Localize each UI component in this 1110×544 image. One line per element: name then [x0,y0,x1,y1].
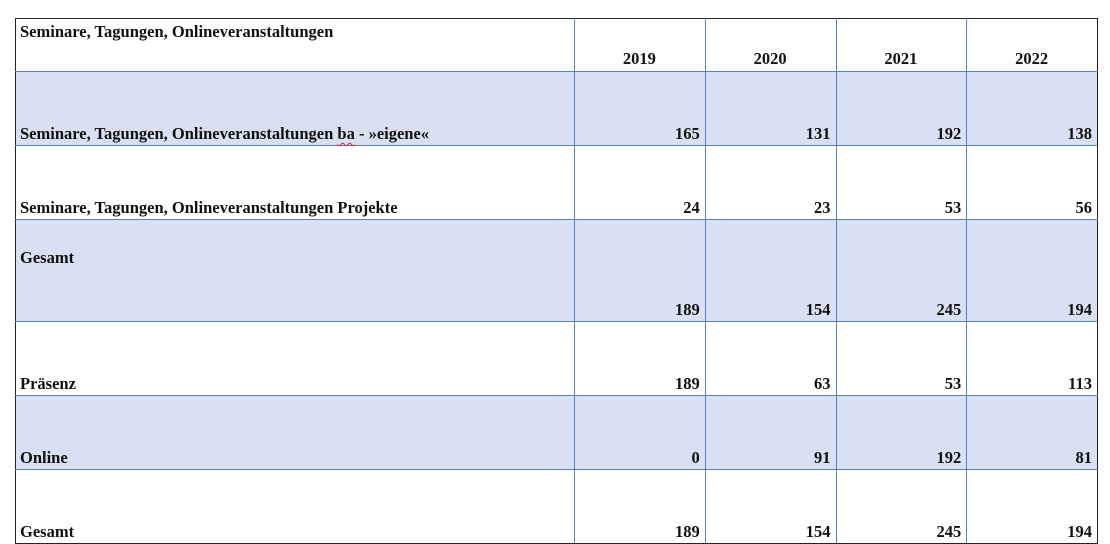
column-header-2022: 2022 [966,18,1098,72]
table-cell: 91 [704,395,837,470]
column-header-2019: 2019 [574,18,706,72]
column-header-2021: 2021 [835,18,968,72]
spellcheck-flagged-word: ba [337,124,355,143]
row-label: Präsenz [15,321,575,396]
table-cell: 245 [835,469,968,544]
table-cell: 53 [835,145,968,220]
table-row: Seminare, Tagungen, Onlineveranstaltunge… [15,71,1098,146]
table-cell: 189 [574,219,706,322]
table-cell: 154 [704,469,837,544]
row-label: Online [15,395,575,470]
table-cell: 138 [966,71,1098,146]
table-row: Online 0 91 192 81 [15,395,1098,470]
table-row: Seminare, Tagungen, Onlineveranstaltunge… [15,145,1098,220]
row-label-part: - »eigene« [354,124,430,143]
table-row: Gesamt 189 154 245 194 [15,219,1098,322]
table-cell: 24 [574,145,706,220]
row-label: Seminare, Tagungen, Onlineveranstaltunge… [15,145,575,220]
column-header-2020: 2020 [704,18,837,72]
table-cell: 131 [704,71,837,146]
statistics-table: Seminare, Tagungen, Onlineveranstaltunge… [15,18,1098,544]
table-cell: 194 [966,469,1098,544]
table-cell: 23 [704,145,837,220]
table-row: Präsenz 189 63 53 113 [15,321,1098,396]
table-cell: 0 [574,395,706,470]
row-label-part: Seminare, Tagungen, Onlineveranstaltunge… [20,124,338,143]
document-page: Seminare, Tagungen, Onlineveranstaltunge… [15,18,1098,544]
table-cell: 189 [574,321,706,396]
table-cell: 192 [835,71,968,146]
row-label: Gesamt [15,219,575,322]
table-row: Gesamt 189 154 245 194 [15,469,1098,544]
table-title: Seminare, Tagungen, Onlineveranstaltunge… [15,18,575,72]
table-cell: 194 [966,219,1098,322]
row-label: Gesamt [15,469,575,544]
table-cell: 165 [574,71,706,146]
table-cell: 113 [966,321,1098,396]
table-cell: 81 [966,395,1098,470]
table-cell: 154 [704,219,837,322]
row-label: Seminare, Tagungen, Onlineveranstaltunge… [15,71,575,146]
table-header-row: Seminare, Tagungen, Onlineveranstaltunge… [15,18,1098,72]
table-cell: 56 [966,145,1098,220]
table-cell: 245 [835,219,968,322]
table-cell: 63 [704,321,837,396]
table-cell: 192 [835,395,968,470]
table-cell: 189 [574,469,706,544]
table-cell: 53 [835,321,968,396]
